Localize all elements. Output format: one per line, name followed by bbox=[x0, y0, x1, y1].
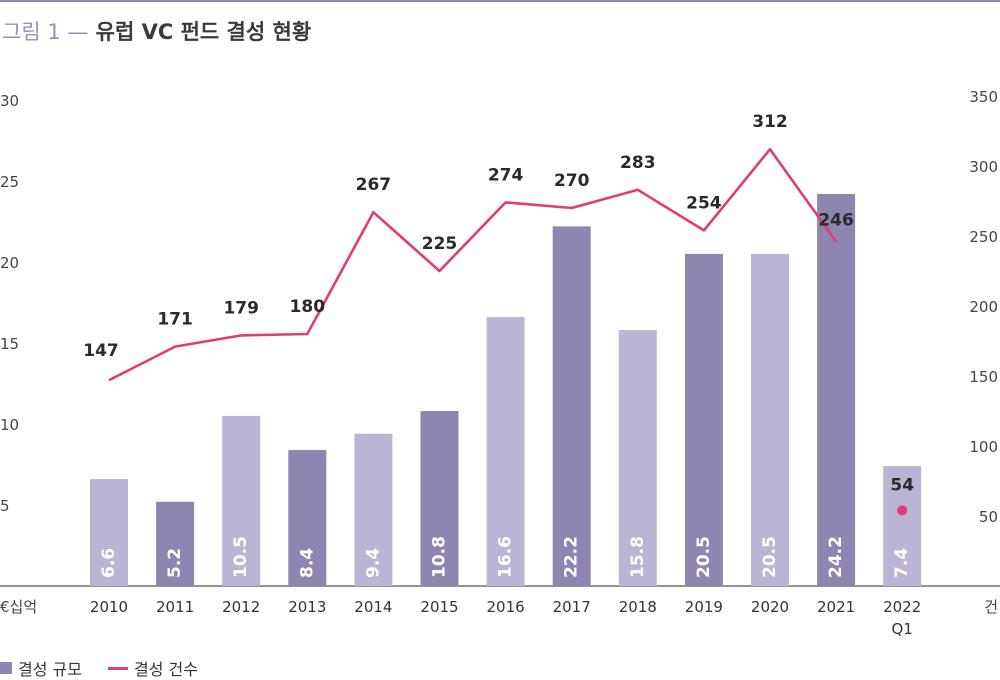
bar bbox=[552, 226, 591, 587]
figure-title: 그림 1 — 유럽 VC 펀드 결성 현황 bbox=[2, 16, 311, 46]
bar bbox=[420, 411, 459, 586]
line-data-label: 267 bbox=[356, 175, 392, 195]
bar-data-label: 20.5 bbox=[694, 536, 714, 578]
bar bbox=[90, 479, 128, 586]
figure-title-text: 유럽 VC 펀드 결성 현황 bbox=[95, 20, 312, 44]
line-data-label: 312 bbox=[752, 112, 788, 132]
bar-data-label: 10.5 bbox=[231, 536, 251, 578]
y-right-tick-label: 100 bbox=[969, 438, 998, 456]
line-data-label: 179 bbox=[223, 298, 259, 318]
x-tick-label: 2014 bbox=[354, 598, 392, 616]
line-data-label: 171 bbox=[157, 310, 193, 330]
bar bbox=[684, 253, 723, 586]
line-data-label: 254 bbox=[686, 193, 722, 213]
x-tick-label: 2020 bbox=[751, 598, 789, 616]
legend-line-label: 결성 건수 bbox=[133, 660, 198, 679]
y-right-tick-label: 200 bbox=[969, 298, 998, 316]
bar-data-label: 24.2 bbox=[826, 536, 846, 578]
bar-data-label: 22.2 bbox=[562, 536, 582, 578]
line-series bbox=[108, 147, 838, 382]
line-data-label: 283 bbox=[620, 153, 656, 173]
x-tick-label: 2017 bbox=[553, 598, 591, 616]
bar bbox=[156, 501, 195, 586]
bar-data-label: 10.8 bbox=[430, 536, 450, 578]
y-right-tick-label: 350 bbox=[969, 88, 998, 106]
line-data-label: 54 bbox=[890, 475, 914, 495]
top-rule bbox=[0, 0, 1000, 2]
bar-data-label: 7.4 bbox=[892, 548, 912, 578]
y-left-tick-label: 5 bbox=[0, 497, 10, 515]
bar bbox=[354, 433, 393, 586]
line-data-label: 270 bbox=[554, 171, 590, 191]
y-right-unit-label: 건 bbox=[984, 598, 998, 616]
bar bbox=[817, 193, 856, 586]
legend-line-swatch bbox=[107, 666, 128, 670]
bar-data-label: 8.4 bbox=[297, 548, 317, 578]
bar-data-label: 6.6 bbox=[99, 548, 119, 578]
x-tick-label: 2011 bbox=[156, 598, 194, 616]
x-tick-label: 2010 bbox=[90, 598, 128, 616]
line-point bbox=[897, 505, 908, 516]
bar-data-label: 15.8 bbox=[628, 536, 648, 578]
bar-data-label: 20.5 bbox=[760, 536, 780, 578]
y-left-tick-label: 25 bbox=[0, 173, 19, 191]
x-tick-label: 2013 bbox=[288, 598, 326, 616]
chart-legend: 결성 규모 결성 건수 bbox=[0, 656, 198, 680]
line-data-label: 246 bbox=[818, 211, 854, 231]
bar-data-label: 5.2 bbox=[165, 548, 185, 578]
bar bbox=[751, 253, 789, 586]
x-tick-label: 2019 bbox=[685, 598, 723, 616]
y-left-tick-label: 30 bbox=[0, 92, 19, 110]
y-left-tick-label: 15 bbox=[0, 335, 19, 353]
line-data-label: 180 bbox=[290, 297, 326, 317]
x-tick-label: Q1 bbox=[892, 620, 913, 638]
bar bbox=[222, 415, 261, 586]
x-tick-label: 2018 bbox=[619, 598, 657, 616]
y-right-tick-label: 150 bbox=[969, 368, 998, 386]
bar-data-label: 9.4 bbox=[363, 548, 383, 578]
bar bbox=[618, 330, 657, 586]
y-right-tick-label: 250 bbox=[969, 228, 998, 246]
y-right-tick-label: 50 bbox=[979, 508, 998, 526]
y-left-tick-label: 10 bbox=[0, 416, 19, 434]
x-tick-label: 2012 bbox=[222, 598, 260, 616]
legend-bar-swatch bbox=[0, 662, 12, 674]
x-tick-label: 2015 bbox=[420, 598, 458, 616]
line-data-label: 274 bbox=[488, 165, 524, 185]
y-left-tick-label: 20 bbox=[0, 254, 19, 272]
bar-data-label: 16.6 bbox=[496, 536, 516, 578]
bar bbox=[288, 449, 327, 586]
x-tick-label: 2016 bbox=[487, 598, 525, 616]
y-right-tick-label: 300 bbox=[969, 158, 998, 176]
figure-number: 그림 1 — bbox=[2, 20, 89, 44]
bar bbox=[486, 317, 525, 586]
bar bbox=[883, 466, 922, 586]
x-tick-label: 2021 bbox=[817, 598, 855, 616]
line-data-label: 147 bbox=[83, 341, 119, 361]
line-data-label: 225 bbox=[422, 234, 458, 254]
y-left-unit-label: €십억 bbox=[0, 598, 37, 616]
x-tick-label: 2022 bbox=[883, 598, 921, 616]
legend-bar-label: 결성 규모 bbox=[18, 660, 82, 679]
